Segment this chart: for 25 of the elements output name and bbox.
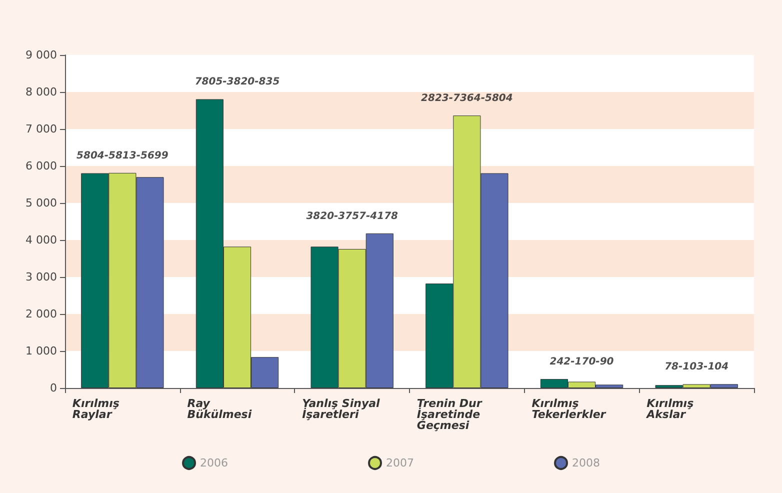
annotation: 78-103-104 — [664, 362, 729, 373]
y-tick-label: 7 000 — [26, 122, 57, 136]
x-tick-label: Ray Bükülmesi — [187, 397, 252, 421]
y-tick-label: 1 000 — [26, 344, 57, 358]
y-tick-label: 3 000 — [26, 270, 57, 284]
y-tick-label: 9 000 — [26, 48, 57, 62]
y-tick-label: 8 000 — [26, 86, 57, 98]
annotation: 242-170-90 — [550, 356, 614, 368]
annotation: 7805-3820-835 — [194, 76, 280, 88]
annotation: 2823-7364-5804 — [421, 93, 513, 104]
y-tick-label: 6 000 — [26, 160, 57, 172]
legend-label: 2006 — [200, 456, 228, 470]
x-tick-label: Kırılmış Akslar — [646, 397, 694, 421]
annotation: 5804-5813-5699 — [76, 150, 168, 162]
y-tick-label: 0 — [50, 382, 57, 394]
legend-label: 2008 — [572, 456, 600, 470]
legend-label: 2007 — [386, 456, 414, 470]
x-tick-label: Kırılmış Tekerlerkler — [532, 397, 606, 421]
y-tick-label: 4 000 — [26, 234, 57, 246]
y-tick-label: 2 000 — [26, 308, 57, 320]
x-tick-label: Trenin Dur İşaretinde Geçmesi — [416, 397, 482, 432]
x-tick-label: Yanlış Sinyal İşaretleri — [302, 397, 380, 421]
x-tick-label: Kırılmış Raylar — [72, 397, 120, 421]
y-tick-label: 5 000 — [26, 196, 57, 210]
annotation: 3820-3757-4178 — [306, 210, 398, 222]
